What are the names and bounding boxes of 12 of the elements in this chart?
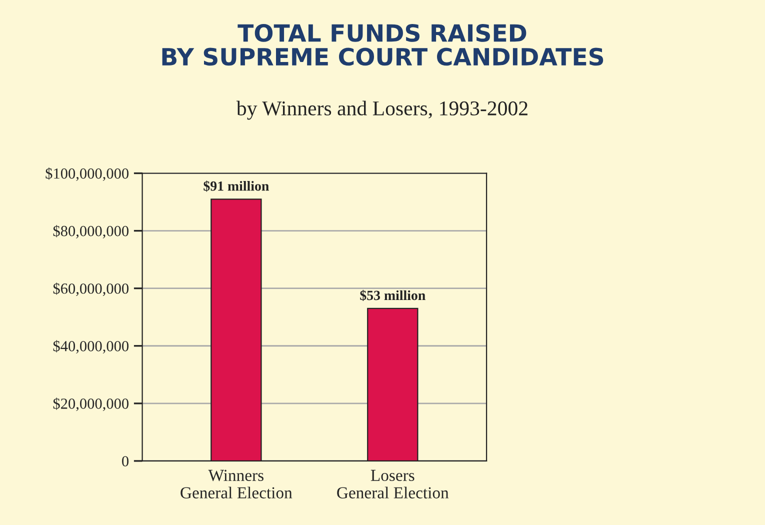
chart-title: TOTAL FUNDS RAISED BY SUPREME COURT CANDIDATES xyxy=(162,24,604,66)
data-label: $53 million xyxy=(360,290,426,302)
chart-subtitle: by Winners and Losers, 1993-2002 xyxy=(236,100,528,120)
y-tick-label: $80,000,000 xyxy=(53,225,129,238)
x-tick-label: Losers General Election xyxy=(337,470,449,498)
y-tick-label: 0 xyxy=(122,456,129,466)
y-tick-label: $60,000,000 xyxy=(53,282,129,296)
data-label: $91 million xyxy=(204,180,269,192)
y-tick-label: $40,000,000 xyxy=(53,340,129,354)
y-tick-label: $100,000,000 xyxy=(46,167,129,181)
y-tick-label: $20,000,000 xyxy=(53,398,129,412)
x-tick-label: Winners General Election xyxy=(180,470,292,498)
